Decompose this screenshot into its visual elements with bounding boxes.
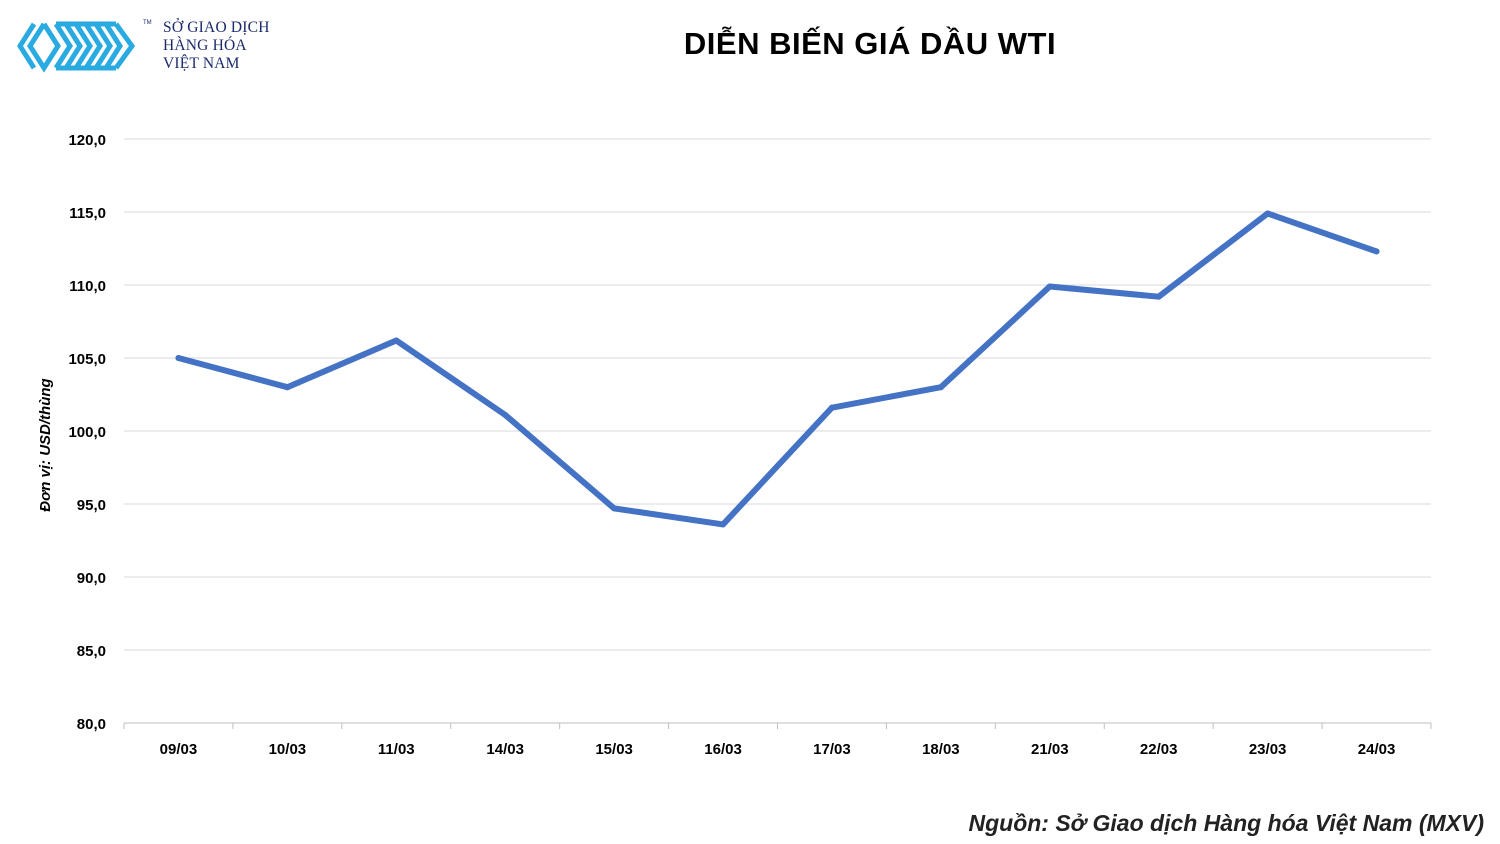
y-tick-label: 95,0 <box>77 497 106 514</box>
x-tick-label: 16/03 <box>704 741 742 758</box>
series-line <box>175 210 1380 528</box>
y-tick-label: 80,0 <box>77 716 106 733</box>
x-tick-label: 17/03 <box>813 741 851 758</box>
data-point <box>1264 210 1271 217</box>
y-tick-label: 120,0 <box>68 132 106 149</box>
logo-line-2: HÀNG HÓA <box>163 37 247 54</box>
y-tick-label: 90,0 <box>77 570 106 587</box>
x-tick-label: 23/03 <box>1249 741 1287 758</box>
source-note: Nguồn: Sở Giao dịch Hàng hóa Việt Nam (M… <box>968 810 1484 836</box>
data-point <box>284 384 291 391</box>
data-point <box>1155 293 1162 300</box>
data-point <box>720 521 727 528</box>
data-point <box>611 505 618 512</box>
x-tick-label: 22/03 <box>1140 741 1178 758</box>
x-tick-label: 15/03 <box>595 741 633 758</box>
y-tick-label: 85,0 <box>77 643 106 660</box>
y-tick-label: 110,0 <box>69 278 106 295</box>
x-tick-label: 18/03 <box>922 741 960 758</box>
data-point <box>828 404 835 411</box>
x-tick-label: 21/03 <box>1031 741 1069 758</box>
logo-text: SỞ GIAO DỊCH HÀNG HÓA VIỆT NAM <box>163 19 270 73</box>
data-point <box>1373 248 1380 255</box>
data-point <box>937 384 944 391</box>
y-axis-label: Đơn vị: USD/thùng <box>37 378 54 511</box>
logo-line-3: VIỆT NAM <box>163 55 240 72</box>
data-point <box>175 355 182 361</box>
logo: TM SỞ GIAO DỊCH HÀNG HÓA VIỆT NAM <box>16 14 276 78</box>
y-tick-label: 115,0 <box>69 205 106 222</box>
y-tick-label: 100,0 <box>68 424 106 441</box>
logo-mark-icon <box>17 21 136 73</box>
chart-title: DIỄN BIẾN GIÁ DẦU WTI <box>683 26 1057 61</box>
x-tick-label: 24/03 <box>1358 741 1396 758</box>
logo-line-1: SỞ GIAO DỊCH <box>163 19 270 36</box>
x-tick-label: 11/03 <box>378 741 415 758</box>
trademark-mark: TM <box>143 20 152 26</box>
data-point <box>502 411 509 418</box>
x-tick-label: 10/03 <box>269 741 307 758</box>
x-tick-label: 09/03 <box>160 741 198 758</box>
data-point <box>393 337 400 344</box>
data-point <box>1046 283 1053 290</box>
x-tick-label: 14/03 <box>486 741 524 758</box>
y-tick-label: 105,0 <box>68 351 106 368</box>
